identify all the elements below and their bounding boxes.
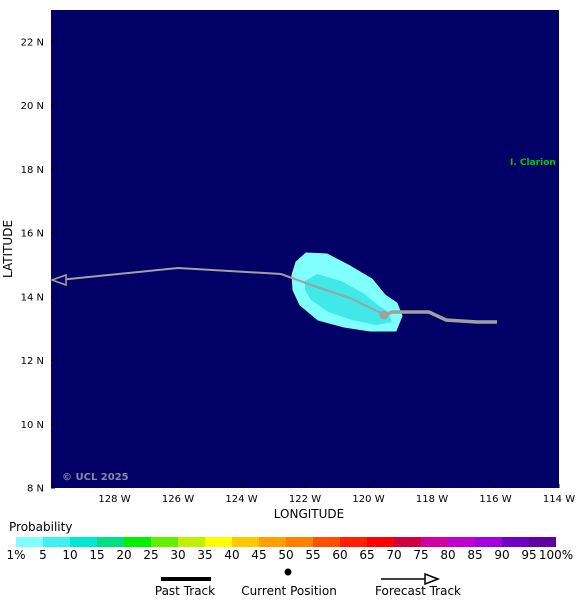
forecast-track [49,266,384,315]
legend-label: 35 [197,548,213,562]
legend-label: 60 [332,548,348,562]
lat-tick-label: 22 N [21,37,44,48]
key-current-position-icon [284,568,292,576]
lon-tick-label: 116 W [479,494,511,505]
y-axis-title: LATITUDE [1,220,15,278]
place-label-clarion: I. Clarion [510,158,556,168]
lon-tick-label: 122 W [289,494,321,505]
lon-tick-label: 124 W [225,494,257,505]
legend-swatch [43,537,70,547]
legend-swatch [97,537,124,547]
legend-swatch [178,537,205,547]
longitude-ticks: 128 W 126 W 124 W 122 W 120 W 118 W 116 W 114 W [98,494,575,505]
legend-labels: 1% 5 10 15 20 25 30 35 40 45 50 55 60 65 70 75 80 85 90 95 1… [0,548,580,562]
probability-swath [291,252,403,332]
forecast-track-line [58,266,384,315]
legend-label: 80 [440,548,456,562]
lat-tick-label: 14 N [21,292,44,303]
legend-label: 100% [538,548,574,562]
past-track [382,310,497,324]
legend-label: 65 [359,548,375,562]
legend-label: 10 [62,548,78,562]
key-current-position-label: Current Position [241,584,337,598]
legend-label: 40 [224,548,240,562]
legend-swatch [205,537,232,547]
lat-tick-label: 12 N [21,356,44,367]
lon-tick-label: 114 W [543,494,575,505]
legend-label: 90 [494,548,510,562]
legend-label: 85 [467,548,483,562]
past-track-line [382,310,497,324]
map-ocean [51,10,559,488]
legend-label: 50 [278,548,294,562]
legend-label: 25 [143,548,159,562]
legend-swatch [394,537,421,547]
lon-tick-label: 126 W [162,494,194,505]
legend-swatch [367,537,394,547]
x-axis-title: LONGITUDE [274,507,344,520]
legend-swatch [232,537,259,547]
key-forecast-track-icon [381,572,441,586]
lon-tick-label: 118 W [416,494,448,505]
legend-swatch [259,537,286,547]
legend-swatch [16,537,43,547]
key-past-track-label: Past Track [154,584,216,598]
legend-label: 95 [521,548,537,562]
lat-tick-label: 16 N [21,229,44,240]
legend-swatch [286,537,313,547]
legend-label: 75 [413,548,429,562]
lon-tick-label: 120 W [352,494,384,505]
legend-swatch [151,537,178,547]
legend-title: Probability [9,520,73,534]
legend-label: 20 [116,548,132,562]
legend-swatch [70,537,97,547]
legend-swatch [421,537,448,547]
legend-label: 55 [305,548,321,562]
lon-tick-label: 128 W [98,494,130,505]
legend-label: 5 [39,548,47,562]
legend-swatch [124,537,151,547]
lat-tick-label: 8 N [27,484,44,495]
legend-label: 45 [251,548,267,562]
key-forecast-track-label: Forecast Track [375,584,461,598]
legend-color-bar [16,537,556,547]
probability-map: 22 N 20 N 18 N 16 N 14 N 12 N 10 N 8 N 128 W 126… [1,10,575,520]
key-past-track-icon [161,577,211,581]
legend-swatch [448,537,475,547]
lat-tick-label: 20 N [21,101,44,112]
latitude-ticks: 22 N 20 N 18 N 16 N 14 N 12 N 10 N 8 N [21,37,44,494]
forecast-arrow-icon [49,273,67,287]
legend-swatch [475,537,502,547]
tick-marks [51,41,560,489]
lat-tick-label: 10 N [21,420,44,431]
watermark: © UCL 2025 [62,472,129,483]
legend-swatch [340,537,367,547]
current-position-marker [379,310,389,320]
legend-swatch [502,537,529,547]
legend-swatch [313,537,340,547]
legend-swatch [529,537,556,547]
legend-label: 1% [6,548,26,562]
legend-label: 15 [89,548,105,562]
legend-label: 70 [386,548,402,562]
swath-inner [305,274,392,325]
lat-tick-label: 18 N [21,165,44,176]
legend-label: 30 [170,548,186,562]
